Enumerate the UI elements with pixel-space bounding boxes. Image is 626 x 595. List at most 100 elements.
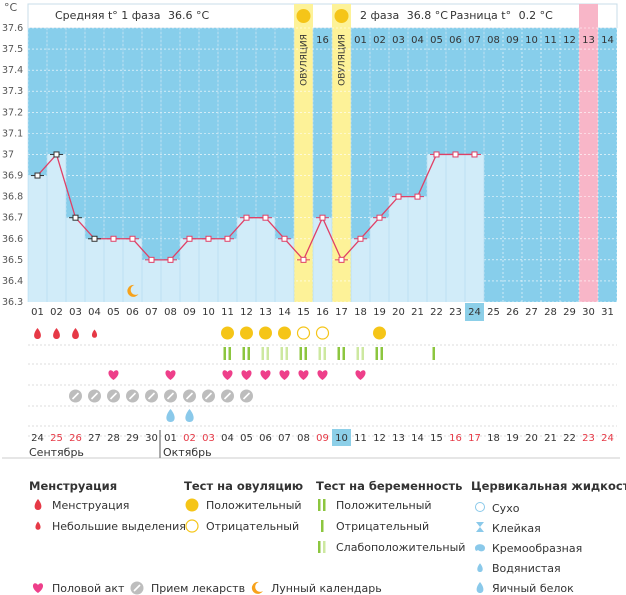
cycle-day-label: 08: [487, 35, 500, 46]
y-tick-label: 37.3: [2, 86, 23, 97]
pregnancy-test-icon: [266, 347, 269, 360]
phase2-label: 2 фаза: [360, 9, 400, 22]
pregnancy-test-icon: [280, 347, 283, 360]
day-label: 13: [259, 307, 272, 318]
legend-ovulation-negative: Отрицательный: [206, 520, 300, 533]
legend-ovulation-title: Тест на овуляцию: [184, 479, 304, 493]
temp-point: [72, 214, 79, 221]
temp-bar: [351, 238, 370, 302]
cycle-day-label: 14: [601, 35, 614, 46]
y-tick-label: 36.5: [2, 255, 23, 266]
day-label: 18: [354, 307, 367, 318]
heart-icon: [260, 370, 271, 380]
pregnancy-test-icon: [432, 347, 435, 360]
date-label: 09: [316, 433, 329, 444]
cycle-day-label: 13: [582, 35, 595, 46]
ovulation-positive-icon: [240, 326, 253, 340]
day-label: 12: [240, 307, 253, 318]
date-label: 16: [449, 433, 462, 444]
pregnancy-test-icon: [323, 347, 326, 360]
y-tick-label: 37: [2, 149, 14, 160]
legend-ovulation-positive: Положительный: [206, 499, 302, 512]
temp-point: [376, 214, 383, 221]
date-label: 03: [202, 433, 215, 444]
legend-cervical-dry: Сухо: [492, 502, 520, 515]
cycle-day-label: 02: [373, 35, 386, 46]
temp-point: [281, 235, 288, 242]
day-label: 21: [411, 307, 424, 318]
pregnancy-test-icon: [375, 347, 378, 360]
date-label: 26: [69, 433, 82, 444]
phase2-value: 36.8 °C: [406, 9, 448, 22]
pill-stripe: [242, 392, 251, 400]
date-label: 30: [145, 433, 158, 444]
y-tick-label: 36.4: [2, 276, 23, 287]
legend-creamy-icon: [475, 544, 485, 552]
pregnancy-test-icon: [304, 347, 307, 360]
y-tick-label: 36.3: [2, 297, 23, 308]
temp-bar: [66, 217, 85, 302]
day-label: 23: [449, 307, 462, 318]
legend-small-drop-icon: [35, 521, 41, 530]
temp-bar: [256, 217, 275, 302]
temp-bar: [28, 175, 47, 302]
legend-moon: Лунный календарь: [271, 582, 382, 595]
heart-icon: [279, 370, 290, 380]
day-label: 25: [487, 307, 500, 318]
ovulation-sun-icon: [296, 9, 311, 23]
y-tick-label: 37.1: [2, 128, 23, 139]
legend-cervical-creamy: Кремообразная: [492, 542, 583, 555]
date-label: 12: [373, 433, 386, 444]
date-label: 02: [183, 433, 196, 444]
pill-stripe: [166, 392, 175, 400]
legend-drop-icon: [34, 499, 42, 510]
temp-bar: [275, 238, 294, 302]
ovulation-label: ОВУЛЯЦИЯ: [338, 34, 348, 86]
temp-point: [338, 256, 345, 263]
y-tick-label: 36.8: [2, 192, 23, 203]
temp-point: [167, 256, 174, 263]
temp-point: [129, 235, 136, 242]
header-band: [27, 3, 618, 29]
day-label: 20: [392, 307, 405, 318]
y-tick-label: 37.6: [2, 23, 23, 34]
day-label: 29: [563, 307, 576, 318]
diff-value: 0.2 °C: [518, 9, 553, 22]
temp-bar: [237, 217, 256, 302]
today-marker: [465, 303, 484, 321]
legend-medicine: Прием лекарств: [151, 582, 246, 595]
legend-pregnancy-title: Тест на беременность: [316, 479, 463, 493]
temp-point: [300, 256, 307, 263]
date-label: 18: [487, 433, 500, 444]
temp-bar: [370, 217, 389, 302]
temp-point: [224, 235, 231, 242]
pill-stripe: [90, 392, 99, 400]
pregnancy-test-icon: [318, 347, 321, 360]
cycle-day-label: 07: [468, 35, 481, 46]
phase1-value: 36.6 °C: [168, 9, 210, 22]
temp-point: [395, 193, 402, 200]
ovulation-positive-icon: [278, 326, 291, 340]
day-label: 07: [145, 307, 158, 318]
y-tick-label: 37.5: [2, 44, 23, 55]
legend-ovulation-negative-icon: [185, 519, 199, 533]
y-tick-label: 37.2: [2, 107, 23, 118]
day-label: 10: [202, 307, 215, 318]
day-label: 22: [430, 307, 443, 318]
legend-sticky-icon: [476, 522, 484, 532]
temp-point: [186, 235, 193, 242]
temp-bar: [389, 196, 408, 302]
day-label: 27: [525, 307, 538, 318]
day-label: 14: [278, 307, 291, 318]
heart-icon: [241, 370, 252, 380]
today-date-label: 10: [335, 433, 348, 444]
day-label: 01: [31, 307, 44, 318]
temp-bar: [313, 217, 332, 302]
date-label: 28: [107, 433, 120, 444]
day-label: 30: [582, 307, 595, 318]
cycle-day-label: 10: [525, 35, 538, 46]
phase2-average: 2 фаза 36.8 °C: [360, 9, 448, 22]
menstruation-drop-icon: [91, 329, 98, 338]
temp-point: [91, 235, 98, 242]
legend-menstruation: Менструация: [52, 499, 130, 512]
